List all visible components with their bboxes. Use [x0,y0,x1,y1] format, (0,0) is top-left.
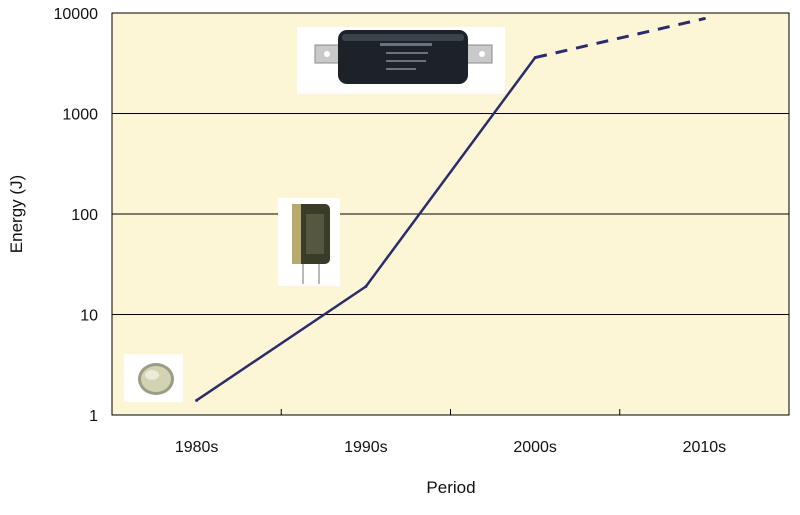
data-point [702,17,706,21]
grid-lines [112,113,789,315]
y-axis-ticks: 1 10 100 1000 10000 [54,6,99,425]
cylindrical-capacitor-icon [278,198,340,286]
data-point [533,56,537,60]
series-layer [195,17,706,402]
x-tick-label: 1990s [344,439,388,456]
large-capacitor-module-icon [297,27,505,94]
series-segment-projected [534,17,705,60]
x-tick-label: 2000s [513,439,557,456]
coin-capacitor-icon [124,354,183,402]
y-tick-label: 1 [89,408,98,425]
y-axis-label: Energy (J) [7,175,26,253]
data-point [364,284,368,288]
series-segment [195,285,367,402]
y-tick-label: 100 [71,207,98,224]
x-tick-label: 2010s [683,439,727,456]
data-point [195,398,199,402]
y-tick-label: 1000 [62,107,98,124]
series-segment [364,56,537,288]
x-axis-ticks: 1980s 1990s 2000s 2010s [175,409,726,456]
y-tick-label: 10000 [54,6,99,23]
x-axis-label: Period [426,478,475,497]
y-tick-label: 10 [80,308,98,325]
x-tick-label: 1980s [175,439,219,456]
